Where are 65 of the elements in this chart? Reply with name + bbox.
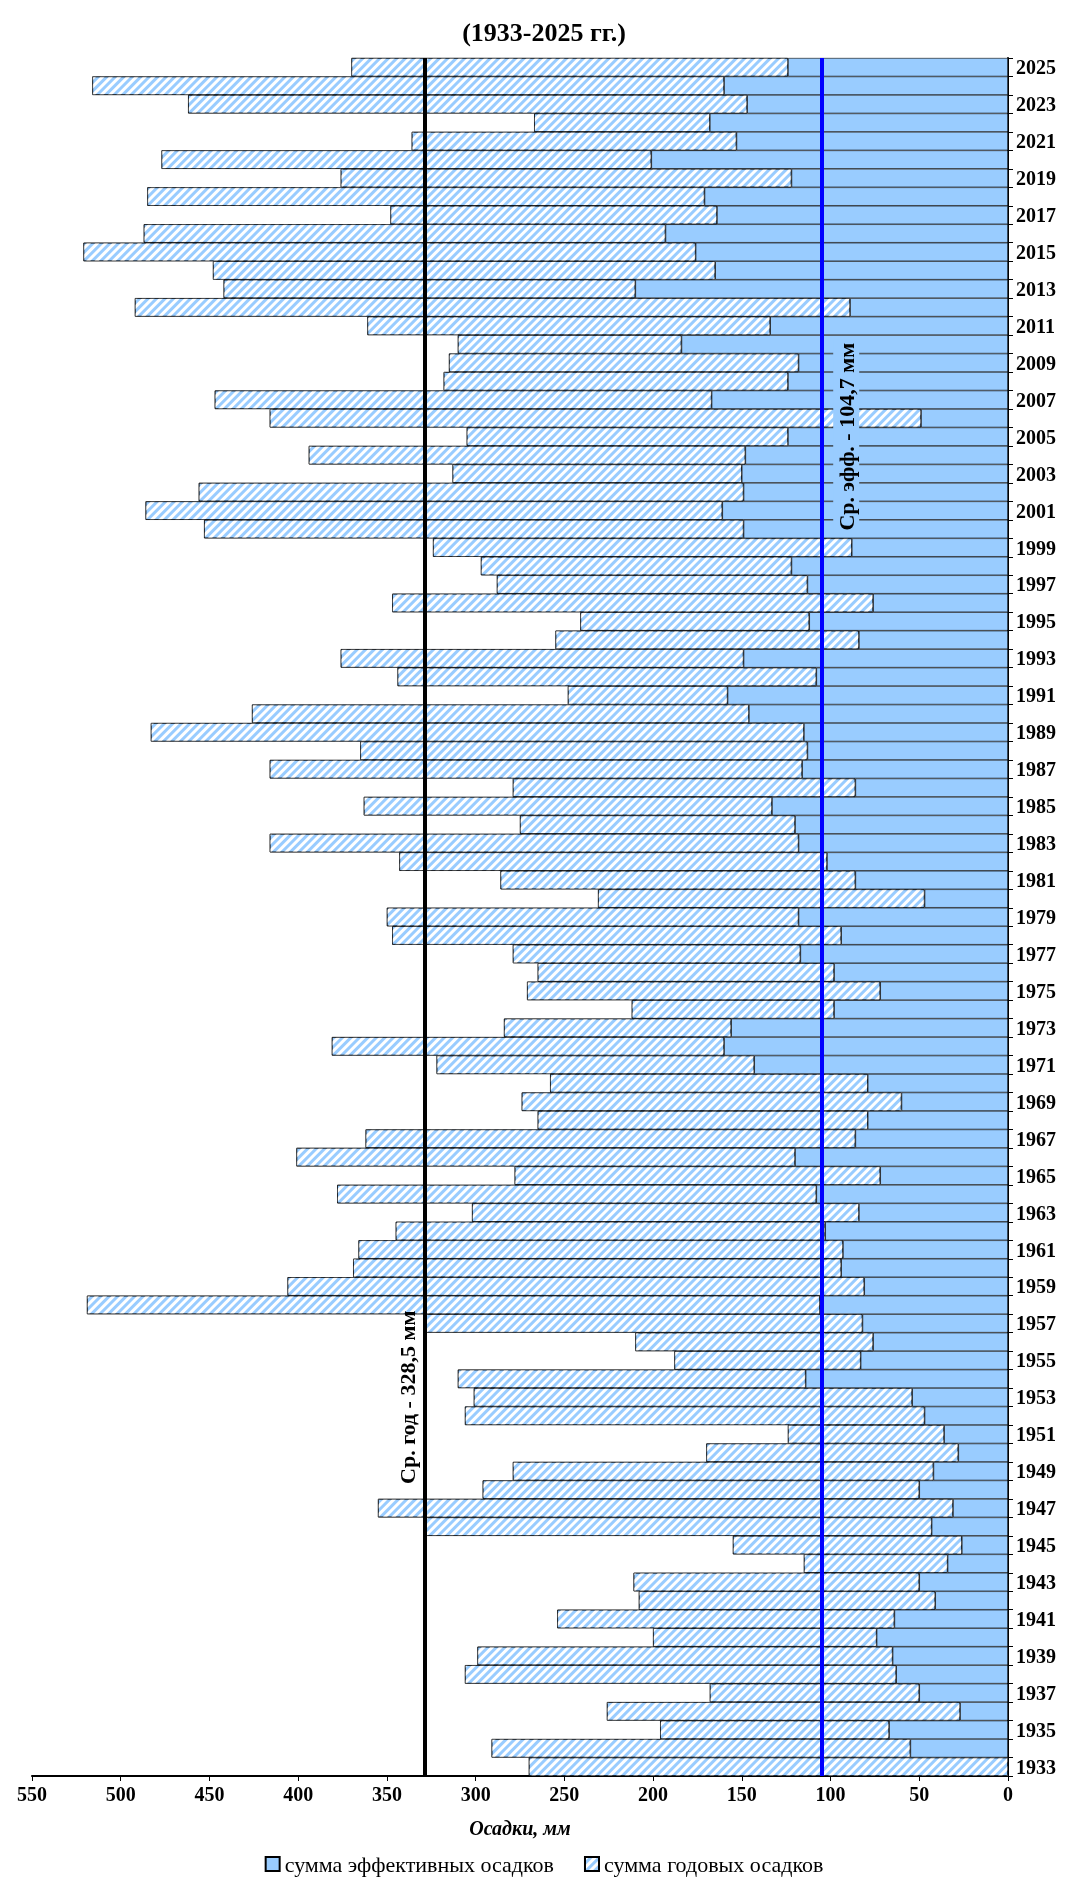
x-tick-label: 300 <box>460 1783 491 1805</box>
x-tick-label: 50 <box>909 1783 930 1805</box>
y-tick-label: 1967 <box>1016 1127 1056 1150</box>
y-tick-label: 2013 <box>1016 277 1056 300</box>
y-tick-label: 1935 <box>1016 1718 1056 1741</box>
y-tick-label: 1951 <box>1016 1423 1056 1446</box>
y-tick-label: 1957 <box>1016 1312 1056 1335</box>
x-tick-label: 500 <box>105 1783 136 1805</box>
ref-line-label: Ср. год - 328,5 мм <box>394 1310 420 1484</box>
y-tick-label: 1969 <box>1016 1090 1056 1113</box>
y-tick-label: 2023 <box>1016 93 1056 116</box>
y-tick-label: 1939 <box>1016 1644 1056 1667</box>
y-tick-label: 1953 <box>1016 1386 1056 1409</box>
y-tick-label: 2021 <box>1016 130 1056 153</box>
x-tick-label: 350 <box>371 1783 402 1805</box>
y-tick-label: 1963 <box>1016 1201 1056 1224</box>
y-tick-label: 1981 <box>1016 869 1056 892</box>
y-tick-label: 2019 <box>1016 167 1056 190</box>
y-tick-label: 1971 <box>1016 1053 1056 1076</box>
y-tick-label: 1995 <box>1016 610 1056 633</box>
y-tick-label: 2017 <box>1016 204 1056 227</box>
y-tick-label: 1947 <box>1016 1497 1056 1520</box>
x-tick-label: 100 <box>815 1783 846 1805</box>
x-tick-label: 450 <box>194 1783 225 1805</box>
y-tick-label: 1933 <box>1016 1755 1056 1778</box>
y-tick-label: 1979 <box>1016 906 1056 928</box>
y-tick-label: 1959 <box>1016 1275 1056 1298</box>
y-tick-label: 2025 <box>1016 56 1056 79</box>
y-tick-label: 2001 <box>1016 499 1056 522</box>
y-tick-label: 1941 <box>1016 1607 1056 1630</box>
x-tick-label: 550 <box>17 1783 47 1805</box>
y-tick-label: 1989 <box>1016 721 1056 744</box>
y-tick-label: 2009 <box>1016 351 1056 374</box>
y-tick-label: 1987 <box>1016 758 1056 781</box>
ref-line-label: Ср. эфф. - 104,7 мм <box>833 342 859 531</box>
x-tick-label: 150 <box>726 1783 757 1805</box>
chart-title: (1933-2025 гг.) <box>462 17 626 47</box>
y-tick-label: 1949 <box>1016 1460 1056 1483</box>
y-tick-label: 1965 <box>1016 1164 1056 1187</box>
legend-label: сумма эффективных осадков <box>284 1851 554 1877</box>
y-tick-label: 1977 <box>1016 942 1056 965</box>
legend-label: сумма годовых осадков <box>603 1851 824 1877</box>
x-tick-label: 400 <box>283 1783 314 1805</box>
y-tick-label: 1975 <box>1016 979 1056 1002</box>
y-tick-label: 1993 <box>1016 647 1056 670</box>
y-tick-label: 1955 <box>1016 1349 1056 1372</box>
y-tick-label: 1943 <box>1016 1571 1056 1594</box>
y-tick-label: 2007 <box>1016 388 1056 411</box>
y-tick-label: 1985 <box>1016 795 1056 818</box>
y-tick-label: 1997 <box>1016 573 1056 596</box>
y-tick-label: 2005 <box>1016 425 1056 448</box>
y-tick-label: 1999 <box>1016 536 1056 559</box>
y-tick-label: 1983 <box>1016 832 1056 855</box>
y-tick-label: 2015 <box>1016 240 1056 263</box>
y-tick-label: 2003 <box>1016 462 1056 485</box>
y-tick-label: 2011 <box>1016 314 1055 337</box>
x-tick-label: 250 <box>549 1783 580 1805</box>
x-tick-label: 0 <box>1003 1783 1013 1805</box>
y-tick-label: 1961 <box>1016 1238 1056 1261</box>
y-tick-label: 1937 <box>1016 1681 1056 1704</box>
y-tick-label: 1991 <box>1016 684 1056 707</box>
y-tick-label: 1945 <box>1016 1534 1056 1557</box>
x-axis-title: Осадки, мм <box>469 1817 571 1839</box>
y-tick-label: 1973 <box>1016 1016 1056 1039</box>
x-tick-label: 200 <box>638 1783 669 1805</box>
